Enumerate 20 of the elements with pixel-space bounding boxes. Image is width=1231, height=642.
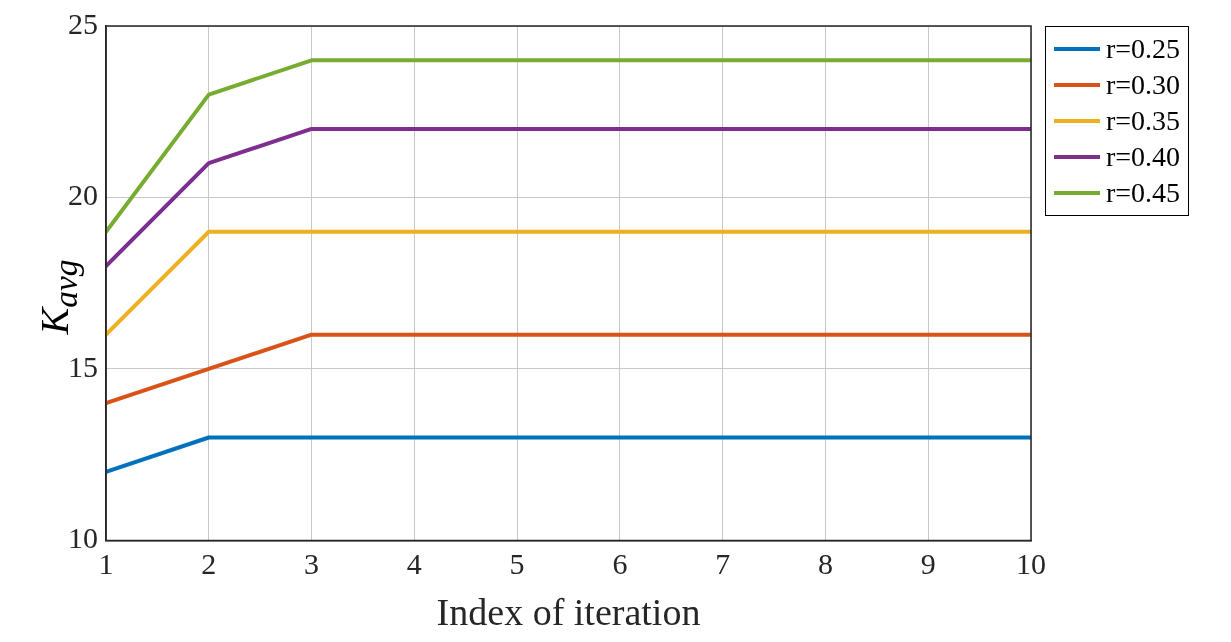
x-tick-label: 6 [612, 547, 628, 581]
x-tick-label: 4 [406, 547, 422, 581]
x-axis-title: Index of iteration [436, 591, 701, 634]
y-tick-label: 15 [68, 349, 98, 383]
x-tick-label: 3 [304, 547, 320, 581]
legend-label: r=0.30 [1106, 69, 1181, 101]
legend-label: r=0.35 [1106, 105, 1181, 137]
y-tick-label: 20 [68, 178, 98, 212]
x-tick-label: 1 [98, 547, 114, 581]
y-tick-label: 25 [68, 6, 98, 40]
x-tick-label: 10 [1016, 547, 1046, 581]
x-tick-label: 7 [715, 547, 731, 581]
y-tick-label: 10 [68, 521, 98, 555]
legend-label: r=0.40 [1106, 141, 1181, 173]
x-tick-label: 2 [201, 547, 217, 581]
legend-label: r=0.25 [1106, 33, 1181, 65]
x-tick-label: 8 [817, 547, 833, 581]
x-tick-label: 9 [920, 547, 936, 581]
x-tick-label: 5 [509, 547, 525, 581]
legend-label: r=0.45 [1106, 177, 1181, 209]
